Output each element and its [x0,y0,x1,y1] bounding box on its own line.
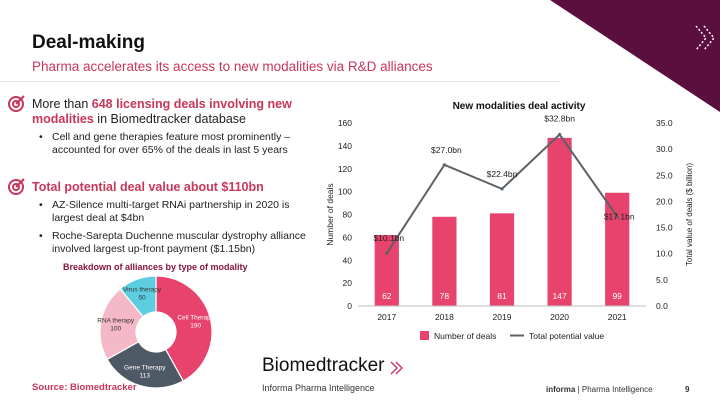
legend-line-label: Total potential value [529,331,604,341]
y-tick-label: 100 [338,187,352,197]
page-number: 9 [685,385,690,394]
bullet-deals-subs: Cell and gene therapies feature most pro… [36,131,308,162]
donut-slice [119,275,157,318]
line-point [500,187,504,191]
line-point [385,251,389,255]
bar-value-label: 78 [440,291,450,301]
y2-tick-label: 30.0 [656,144,673,154]
logo-subtitle: Informa Pharma Intelligence [262,383,375,393]
y-tick-label: 120 [338,164,352,174]
line-point [615,214,619,219]
source-note: Source: Biomedtracker [32,382,137,393]
y2-tick-label: 10.0 [656,249,673,259]
bar-value-label: 147 [553,291,567,301]
bullet-value-subs: AZ-Silence multi-target RNAi partnership… [36,199,308,261]
y-tick-label: 0 [347,301,352,311]
page-title: Deal-making [32,32,145,53]
bar-2019 [489,213,515,306]
y-tick-label: 140 [338,141,352,151]
target-icon [8,178,25,195]
donut-slice-label: Cell Therapy [177,315,214,322]
divider [0,81,560,82]
donut-slice [155,275,213,382]
line-value-label: $32.8bn [544,114,575,124]
y-tick-label: 160 [338,118,352,128]
bar-2018 [432,216,457,306]
target-icon [8,95,25,112]
corner-decoration [550,0,720,112]
chart-title: New modalities deal activity [453,101,586,112]
donut-slice-value: 50 [138,294,146,301]
line-value-label: $17.1bn [604,212,635,222]
x-tick-label: 2017 [377,312,396,322]
bar-2020 [547,137,572,306]
y2-tick-label: 0.0 [656,301,668,311]
donut-slice-label: Gene Therapy [124,364,166,371]
bullet-deals-lead: More than 648 licensing deals involving … [32,97,292,126]
donut-slice-label: Virus therapy [123,286,162,293]
line-point [558,132,562,137]
y2-tick-label: 20.0 [656,196,673,206]
bar-2017 [374,235,399,306]
bar-value-label: 99 [612,291,622,301]
y2-tick-label: 15.0 [656,223,673,233]
y2-tick-label: 35.0 [656,118,673,128]
footer-brand: informa | Pharma Intelligence [546,385,653,394]
bar-value-label: 62 [382,291,392,301]
x-tick-label: 2020 [550,312,569,322]
deal-activity-chart: New modalities deal activity 0 20 40 60 80 100… [325,101,694,341]
legend-bar-swatch [420,331,429,340]
x-tick-label: 2021 [608,312,627,322]
donut-slice-value: 100 [110,326,121,333]
sub-bullet: Roche-Sarepta Duchenne muscular dystroph… [36,230,308,256]
y2-tick-label: 25.0 [656,170,673,180]
line-value-label: $10.1bn [373,233,404,243]
y2-axis-label: Total value of deals ($ billion) [685,163,694,267]
line-point [442,163,446,167]
donut-title: Breakdown of alliances by type of modali… [63,262,248,272]
y-tick-label: 80 [343,210,353,220]
sub-bullet: Cell and gene therapies feature most pro… [36,131,308,157]
line-value-label: $27.0bn [431,145,462,155]
x-tick-label: 2018 [435,312,454,322]
donut-slice-value: 190 [190,323,201,330]
bullet-value-lead: Total potential deal value about $110bn [32,180,264,194]
page-subtitle: Pharma accelerates its access to new mod… [32,59,433,74]
y-tick-label: 60 [343,232,353,242]
x-tick-label: 2019 [493,312,512,322]
bar-2021 [605,192,630,306]
y-tick-label: 40 [343,255,353,265]
line-value-label: $22.4bn [487,169,518,179]
donut-slice-value: 113 [140,372,151,379]
chevron-logo-icon [390,361,403,375]
biomedtracker-logo: Biomedtracker [262,355,385,376]
legend-bar-label: Number of deals [434,331,496,341]
sub-bullet: AZ-Silence multi-target RNAi partnership… [36,199,308,225]
donut-slice [99,288,145,361]
donut-slice-label: RNA therapy [97,318,135,325]
bar-value-label: 81 [497,291,507,301]
y-axis-label: Number of deals [325,183,335,245]
y2-tick-label: 5.0 [656,275,668,285]
donut-slice [106,340,184,389]
y-tick-label: 20 [343,278,353,288]
